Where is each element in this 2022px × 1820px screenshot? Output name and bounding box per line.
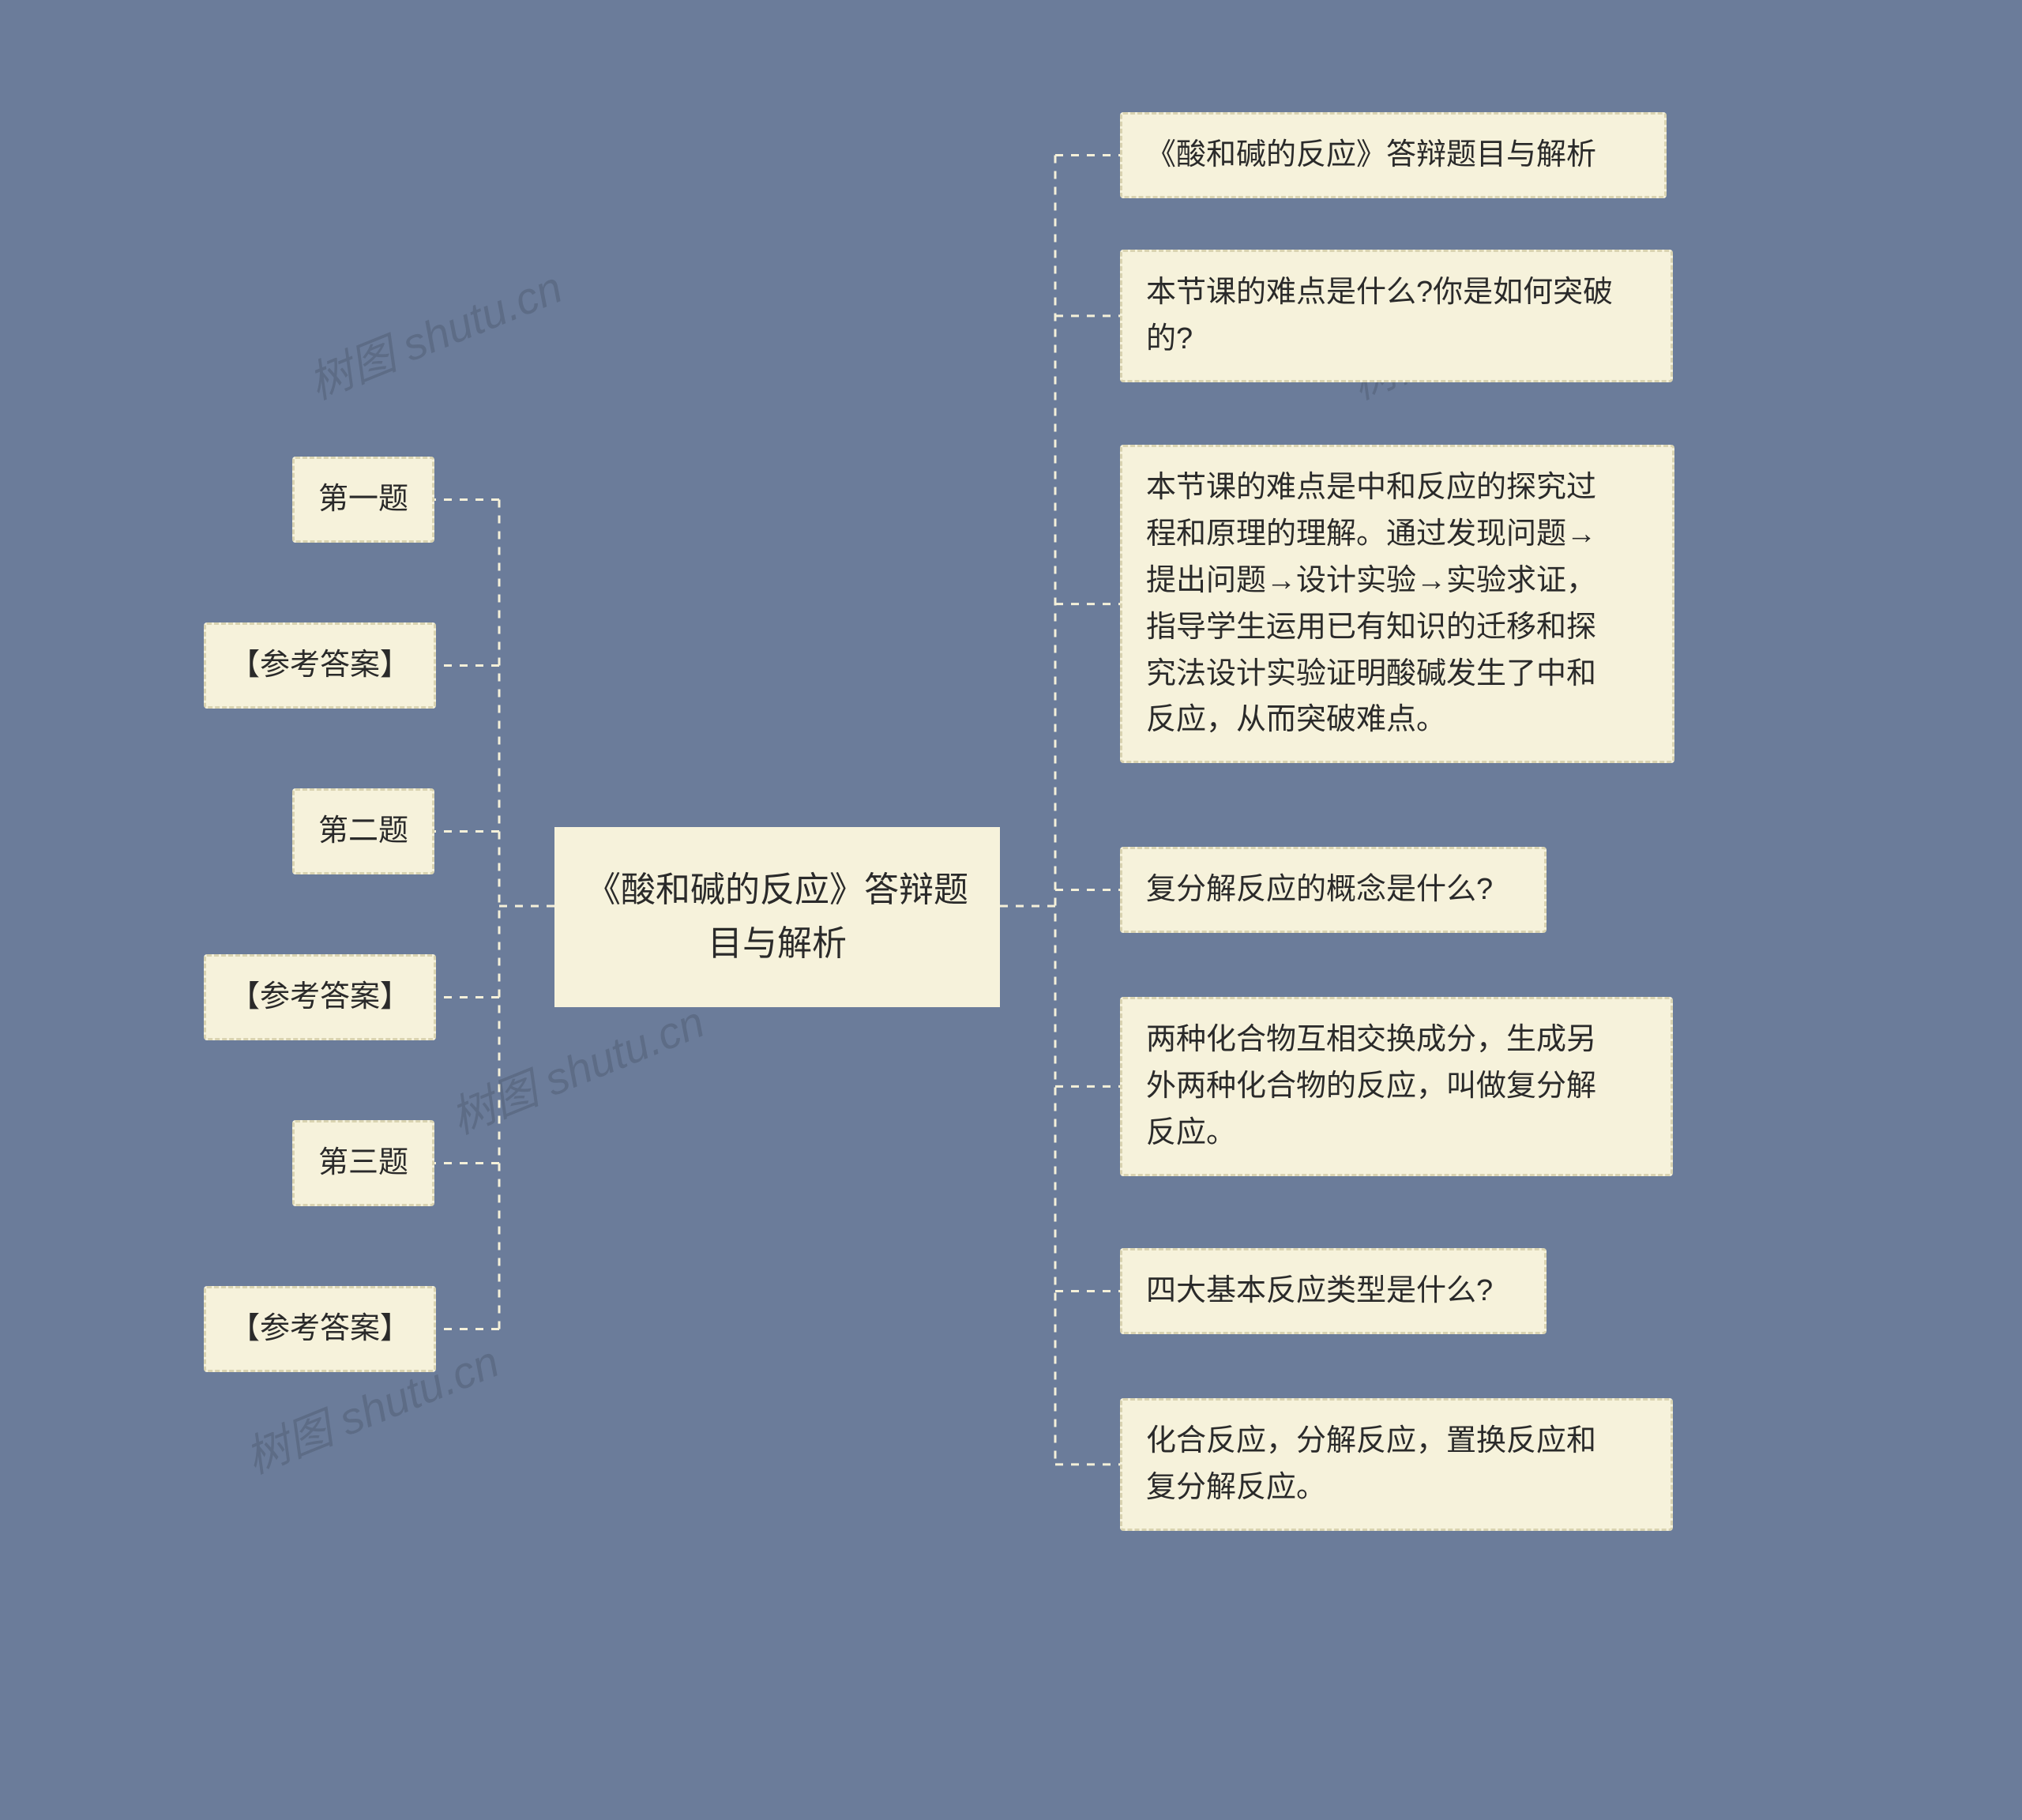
- left-node-ans3[interactable]: 【参考答案】: [204, 1286, 436, 1372]
- right-node-title[interactable]: 《酸和碱的反应》答辩题目与解析: [1120, 112, 1667, 198]
- right-node-concept-q[interactable]: 复分解反应的概念是什么?: [1120, 847, 1547, 933]
- right-node-difficulty-a[interactable]: 本节课的难点是中和反应的探究过 程和原理的理解。通过发现问题→ 提出问题→设计实…: [1120, 445, 1674, 763]
- right-node-difficulty-q[interactable]: 本节课的难点是什么?你是如何突破 的?: [1120, 250, 1673, 382]
- mindmap-canvas: 树图 shutu.cn 树图 shutu.cn 树图 shutu.cn 树图 s…: [0, 0, 2022, 1820]
- center-node[interactable]: 《酸和碱的反应》答辩题 目与解析: [554, 827, 1000, 1007]
- watermark: 树图 shutu.cn: [298, 252, 570, 412]
- left-node-q3[interactable]: 第三题: [292, 1120, 434, 1206]
- left-node-ans1[interactable]: 【参考答案】: [204, 622, 436, 709]
- right-node-types-a[interactable]: 化合反应，分解反应，置换反应和 复分解反应。: [1120, 1398, 1673, 1531]
- left-node-q1[interactable]: 第一题: [292, 457, 434, 543]
- right-node-types-q[interactable]: 四大基本反应类型是什么?: [1120, 1248, 1547, 1334]
- right-node-concept-a[interactable]: 两种化合物互相交换成分，生成另 外两种化合物的反应，叫做复分解 反应。: [1120, 997, 1673, 1176]
- watermark: 树图 shutu.cn: [440, 987, 712, 1146]
- left-node-q2[interactable]: 第二题: [292, 788, 434, 874]
- connectors-svg: [0, 0, 2022, 1820]
- left-node-ans2[interactable]: 【参考答案】: [204, 954, 436, 1040]
